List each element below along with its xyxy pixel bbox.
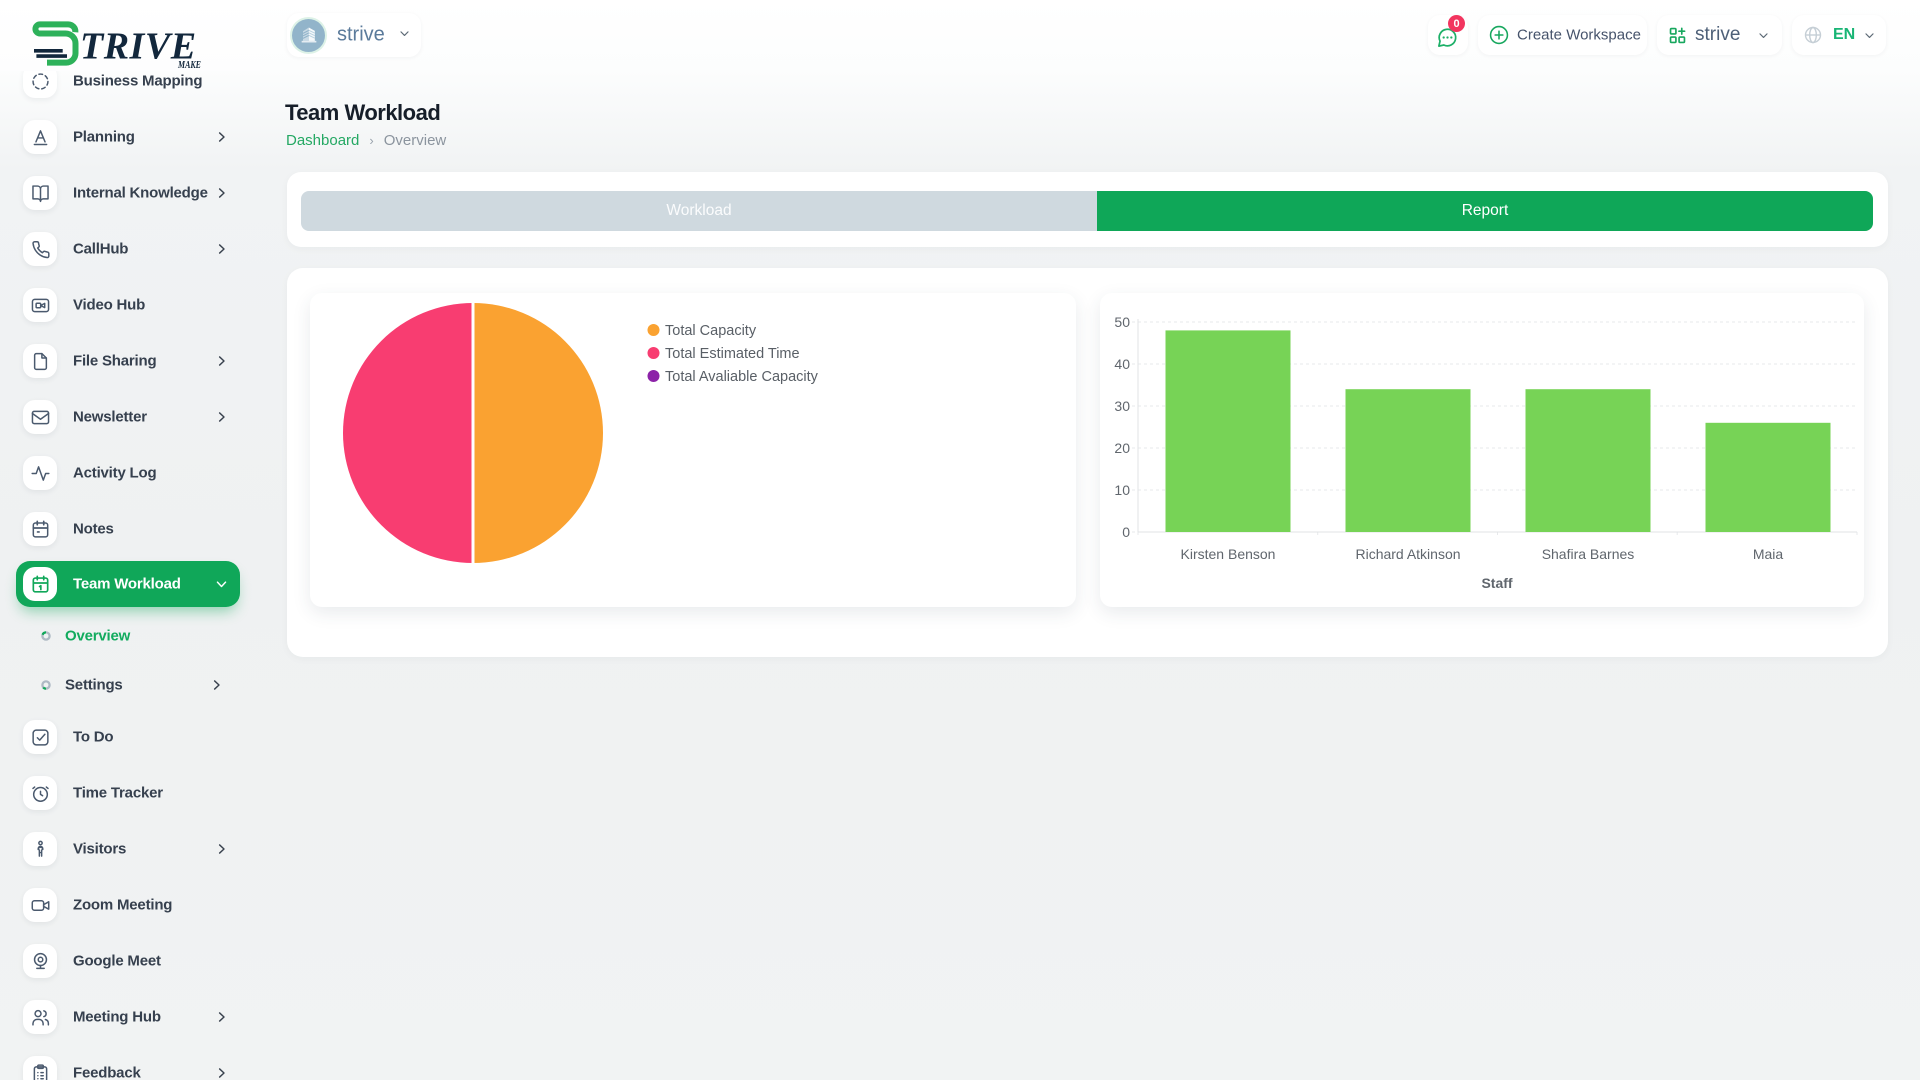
svg-text:Maia: Maia bbox=[1753, 546, 1784, 562]
svg-text:20: 20 bbox=[1114, 440, 1130, 456]
svg-text:10: 10 bbox=[1114, 482, 1130, 498]
svg-text:Kirsten Benson: Kirsten Benson bbox=[1181, 546, 1276, 562]
svg-text:Total Capacity: Total Capacity bbox=[665, 323, 757, 339]
svg-text:Total Avaliable Capacity: Total Avaliable Capacity bbox=[665, 369, 819, 385]
svg-text:Total Estimated Time: Total Estimated Time bbox=[665, 346, 800, 362]
svg-text:50: 50 bbox=[1114, 314, 1130, 330]
svg-text:Staff: Staff bbox=[1481, 575, 1512, 591]
svg-text:MAKE: MAKE bbox=[177, 60, 201, 71]
svg-text:Shafira Barnes: Shafira Barnes bbox=[1542, 546, 1635, 562]
svg-text:0: 0 bbox=[1122, 524, 1130, 540]
svg-text:30: 30 bbox=[1114, 398, 1130, 414]
svg-text:40: 40 bbox=[1114, 356, 1130, 372]
svg-text:Richard Atkinson: Richard Atkinson bbox=[1355, 546, 1460, 562]
svg-text:TRIVE: TRIVE bbox=[80, 26, 197, 68]
